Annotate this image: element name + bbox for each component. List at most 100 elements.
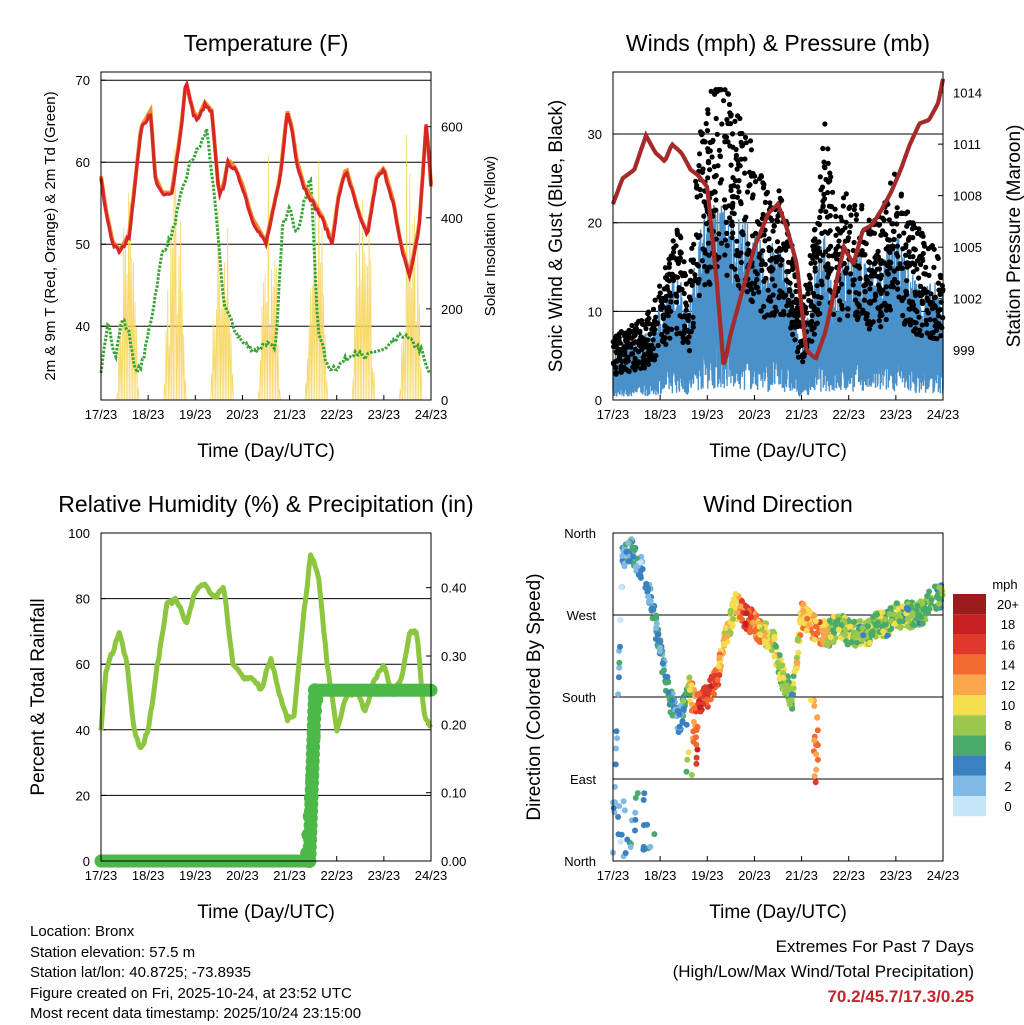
gust-dot: [916, 275, 922, 281]
gust-dot: [760, 211, 766, 218]
direction-dot: [794, 635, 801, 642]
gust-dot: [733, 146, 739, 153]
gust-dot: [727, 110, 733, 116]
gust-dot: [662, 335, 668, 341]
station-pressure-line: [611, 78, 946, 366]
gust-dot: [818, 278, 824, 284]
gust-dot: [669, 271, 675, 277]
gust-dot: [716, 147, 723, 153]
x-axis-label: Time (Day/UTC): [197, 441, 335, 462]
gust-dot: [651, 330, 657, 336]
direction-dot: [637, 559, 644, 566]
gust-dot: [682, 272, 689, 278]
gust-dot: [900, 246, 906, 252]
gust-dot: [914, 266, 920, 272]
gust-dot: [649, 326, 655, 332]
gust-dot: [677, 330, 683, 336]
solar-insolation-spikes: [399, 134, 423, 401]
chart-title: Winds (mph) & Pressure (mb): [626, 30, 930, 56]
gust-dot: [704, 128, 711, 134]
gust-dot: [822, 165, 828, 171]
x-tick-label: 22/23: [832, 407, 865, 422]
direction-dot: [939, 588, 945, 594]
gust-dot: [761, 232, 767, 238]
gust-dot: [807, 320, 813, 326]
direction-dot: [835, 626, 842, 633]
plot-frame: [612, 532, 944, 862]
extremes-title: Extremes For Past 7 Days: [775, 937, 974, 956]
direction-dot: [845, 618, 852, 625]
direction-dot: [784, 687, 790, 694]
direction-dot: [874, 619, 881, 626]
gust-dot: [734, 247, 740, 254]
y-axis-label-left: Percent & Total Rainfall: [28, 598, 49, 795]
gust-dot: [917, 327, 923, 333]
y-tick-label: 60: [76, 155, 90, 170]
gust-dot: [750, 233, 756, 239]
x-axis-label: Time (Day/UTC): [709, 902, 847, 923]
gust-dot: [830, 189, 836, 195]
gust-dot: [811, 331, 818, 337]
direction-dot: [693, 760, 700, 767]
direction-dot: [645, 585, 652, 592]
gust-dot: [760, 185, 767, 191]
gust-dot: [705, 240, 712, 246]
gust-dot: [756, 289, 762, 295]
figure-created: Figure created on Fri, 2025-10-24, at 23…: [30, 984, 352, 1002]
gust-dot: [837, 298, 843, 304]
gust-dot: [664, 276, 670, 283]
direction-dot: [694, 691, 701, 698]
gust-dot: [734, 166, 740, 172]
gust-dot: [723, 205, 729, 211]
gust-dot: [866, 217, 872, 223]
gust-dot: [906, 306, 912, 312]
direction-dot: [688, 772, 695, 778]
direction-dot: [627, 844, 634, 850]
gust-dot: [909, 226, 916, 232]
gust-dot: [886, 217, 892, 223]
direction-dot: [776, 675, 783, 682]
gust-dot: [683, 307, 689, 313]
gust-dot: [731, 211, 737, 217]
gust-dot: [843, 219, 849, 225]
direction-dot: [641, 790, 648, 797]
gust-dot: [844, 265, 850, 271]
x-tick-label: 20/23: [738, 868, 771, 883]
legend-label: 16: [1001, 637, 1015, 652]
gust-dot: [636, 342, 643, 348]
gust-dot: [920, 250, 926, 257]
gust-dot: [881, 217, 887, 223]
gust-dot: [935, 313, 942, 319]
direction-dot: [617, 838, 624, 845]
legend-label: 6: [1004, 738, 1011, 753]
direction-dot: [804, 615, 811, 622]
direction-dot: [865, 617, 872, 624]
gust-dot: [739, 142, 746, 149]
gust-dot: [884, 291, 890, 297]
gust-dot: [691, 278, 697, 284]
gust-dot: [662, 265, 669, 271]
direction-dot: [803, 627, 810, 634]
gust-dot: [659, 338, 665, 344]
gust-dot: [689, 282, 695, 288]
direction-dot: [811, 703, 818, 709]
direction-dot: [693, 734, 699, 741]
gust-dot: [826, 253, 832, 259]
direction-dot: [690, 718, 697, 725]
legend-swatch: [953, 695, 986, 716]
direction-dot: [830, 613, 837, 620]
gust-dot: [639, 318, 645, 324]
gust-dot: [920, 288, 926, 294]
gust-dot: [690, 320, 696, 326]
y-tick-label: North: [564, 854, 596, 869]
direction-dot: [634, 790, 641, 797]
gust-dot: [725, 139, 731, 145]
gust-dot: [760, 180, 766, 186]
gust-dot: [827, 287, 833, 293]
gust-dot: [887, 265, 893, 271]
gust-dot: [689, 245, 695, 251]
gust-dot: [861, 283, 867, 289]
gust-dot: [850, 277, 856, 283]
precipitation-dots: [94, 683, 438, 868]
gust-dot: [927, 334, 933, 340]
